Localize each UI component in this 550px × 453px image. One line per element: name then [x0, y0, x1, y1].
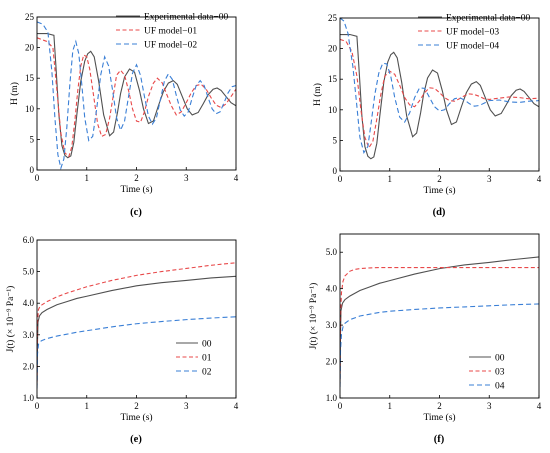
x-tick-label: 1 — [85, 401, 90, 411]
x-tick-label: 3 — [487, 174, 492, 184]
legend-label: Experimental data−00 — [446, 14, 530, 24]
y-tick-label: 15 — [328, 74, 338, 84]
x-tick-label: 1 — [85, 173, 90, 183]
legend-label: 01 — [202, 354, 212, 364]
x-tick-label: 3 — [184, 173, 189, 183]
series-line-d-1 — [340, 38, 539, 149]
y-tick-label: 20 — [25, 43, 35, 53]
y-axis-title: H (m) — [312, 83, 323, 106]
y-tick-label: 6.0 — [23, 235, 35, 245]
legend-label: UF model−04 — [446, 42, 499, 52]
series-line-d-0 — [340, 33, 539, 160]
panel-label: (c) — [130, 207, 142, 218]
legend: 00 03 04 — [469, 354, 505, 392]
legend-label: Experimental data−00 — [144, 13, 228, 23]
y-tick-label: 1.0 — [326, 393, 338, 403]
y-tick-label: 2.0 — [326, 357, 338, 367]
x-tick-label: 0 — [338, 401, 343, 411]
y-tick-label: 3.0 — [326, 320, 338, 330]
series-line-e-2 — [37, 316, 236, 389]
series-line-c-0 — [37, 32, 236, 159]
y-tick-label: 2.0 — [23, 361, 35, 371]
x-tick-label: 2 — [134, 401, 139, 411]
panel-label: (e) — [130, 434, 142, 445]
series-line-f-1 — [340, 266, 539, 380]
legend: Experimental data−00 UF model−03 UF model−… — [418, 14, 530, 52]
x-tick-label: 0 — [35, 173, 40, 183]
y-axis-title: J(t) (× 10⁻⁹ Pa⁻¹) — [5, 286, 16, 353]
y-tick-label: 1.0 — [23, 393, 35, 403]
chart-panel-c: 0 1 2 3 4 0 5 10 15 20 25 Time (s) H (m) Experimental… — [9, 12, 239, 218]
legend-label: UF model−01 — [144, 27, 197, 37]
x-axis-title: Time (s) — [120, 412, 152, 423]
series-line-c-1 — [37, 37, 236, 158]
x-tick-label: 4 — [537, 174, 542, 184]
y-tick-label: 15 — [25, 73, 35, 83]
series-line-c-2 — [37, 21, 236, 170]
y-tick-label: 5.0 — [23, 267, 35, 277]
plot-frame — [339, 233, 540, 399]
x-tick-label: 2 — [437, 174, 442, 184]
legend-label: 02 — [202, 368, 212, 378]
y-tick-label: 5 — [30, 134, 35, 144]
y-tick-label: 20 — [328, 44, 338, 54]
y-tick-label: 4.0 — [326, 284, 338, 294]
plot-frame — [339, 17, 540, 172]
x-axis-title: Time (s) — [120, 184, 152, 195]
legend: Experimental data−00 UF model−01 UF model−… — [116, 13, 228, 51]
x-axis-title: Time (s) — [423, 412, 455, 423]
x-tick-label: 0 — [338, 174, 343, 184]
y-axis-title: J(t) (× 10⁻⁹ Pa⁻¹) — [308, 283, 319, 350]
x-tick-label: 2 — [437, 401, 442, 411]
x-tick-label: 1 — [388, 401, 393, 411]
y-tick-label: 25 — [328, 13, 338, 23]
x-tick-label: 3 — [184, 401, 189, 411]
x-tick-label: 4 — [234, 401, 239, 411]
panel-label: (d) — [433, 207, 446, 218]
x-tick-label: 4 — [537, 401, 542, 411]
y-tick-label: 4.0 — [23, 298, 35, 308]
x-tick-label: 2 — [134, 173, 139, 183]
series-line-d-2 — [340, 18, 539, 154]
x-axis-title: Time (s) — [423, 185, 455, 196]
y-tick-label: 25 — [25, 12, 35, 22]
legend-label: UF model−02 — [144, 41, 197, 51]
plot-frame — [36, 16, 237, 171]
y-tick-label: 5.0 — [326, 247, 338, 257]
legend-label: 00 — [495, 354, 505, 364]
y-tick-label: 3.0 — [23, 330, 35, 340]
chart-panel-d: 0 1 2 3 4 0 5 10 15 20 25 Time (s) H (m) Experimental… — [312, 13, 542, 218]
panel-label: (f) — [434, 434, 445, 445]
legend-label: 00 — [202, 340, 212, 350]
series-line-f-2 — [340, 303, 539, 388]
legend-label: UF model−03 — [446, 28, 499, 38]
y-tick-label: 0 — [333, 166, 338, 176]
y-tick-label: 10 — [328, 105, 338, 115]
y-tick-label: 10 — [25, 104, 35, 114]
series-line-e-1 — [37, 262, 236, 383]
legend-label: 03 — [495, 368, 505, 378]
x-tick-label: 1 — [388, 174, 393, 184]
x-tick-label: 3 — [487, 401, 492, 411]
y-axis-title: H (m) — [9, 82, 20, 105]
legend: 00 01 02 — [176, 340, 212, 378]
chart-panel-f: 0 1 2 3 4 1.0 2.0 3.0 4.0 5.0 Time (s) J(t) (× 10⁻⁹… — [308, 233, 542, 445]
series-line-e-0 — [37, 275, 236, 386]
y-tick-label: 5 — [333, 135, 338, 145]
series-line-f-0 — [340, 256, 539, 384]
legend-label: 04 — [495, 382, 505, 392]
x-tick-label: 4 — [234, 173, 239, 183]
y-tick-label: 0 — [30, 165, 35, 175]
x-tick-label: 0 — [35, 401, 40, 411]
